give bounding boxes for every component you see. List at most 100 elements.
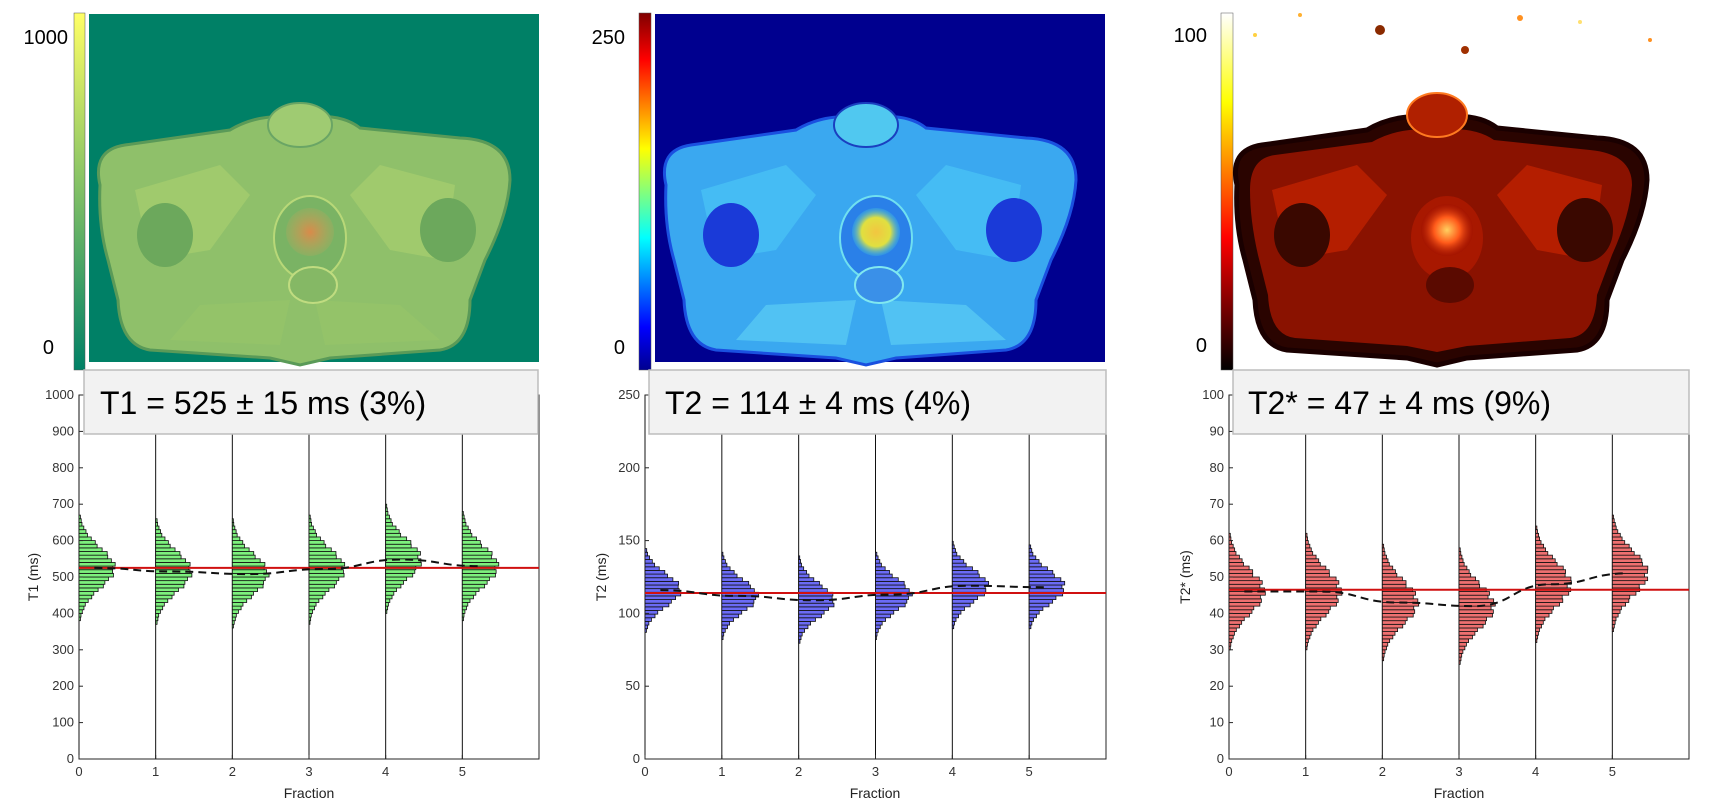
t2-hist-bar: [1028, 555, 1037, 560]
t2-colorbar: [638, 12, 652, 371]
t2-hist-bar: [875, 588, 910, 593]
t2star-hist-bar: [1611, 562, 1643, 567]
t1-hist-bar: [231, 525, 236, 531]
t2-hist-bar: [875, 613, 891, 619]
t2-hist-bar: [951, 595, 979, 600]
t1-hist-bar: [231, 551, 255, 556]
t2-hist-bar: [798, 580, 820, 586]
t1-hist-bar: [155, 576, 188, 582]
t1-xlabel: Fraction: [284, 785, 335, 801]
t1-hist-bar: [308, 551, 337, 556]
t1-hist-bar: [231, 605, 242, 611]
t2star-hist-bar: [1228, 616, 1245, 622]
t2-hist-bar: [644, 584, 679, 590]
t1-hist-bar: [231, 540, 244, 545]
t2-hist-bar: [721, 559, 726, 564]
t1-hist-bar: [78, 602, 86, 607]
t1-hist-bar: [385, 547, 418, 552]
t2star-hist-bar: [1535, 594, 1563, 600]
t1-hist-bar: [385, 532, 402, 538]
t2star-hist-bar: [1535, 605, 1554, 611]
t2star-hist-bar: [1458, 569, 1470, 574]
t2-summary-box: [648, 369, 1107, 435]
t2-hist-bar: [951, 566, 973, 571]
t1-hist-bar: [78, 547, 103, 552]
t1-hist-bar: [78, 572, 114, 578]
t1-hist-bar: [155, 543, 171, 549]
t2star-x-ticks: 0 1 2 3 4 5: [1225, 755, 1616, 779]
t2-hist-bar: [875, 628, 879, 633]
t2star-hist-bar: [1381, 565, 1394, 571]
t1-hist-bar: [155, 602, 165, 607]
t1-hist-bar: [231, 609, 239, 614]
t2-hist-bar: [875, 562, 882, 568]
t1-hist-bar: [461, 576, 490, 582]
t2star-ytick-label: 30: [1210, 642, 1224, 657]
t2-hist-bar: [644, 617, 652, 622]
t1-x-ticks: 0 1 2 3 4 5: [75, 755, 466, 779]
t2-hist-bar: [644, 606, 664, 611]
t2-hist-bar: [951, 606, 965, 611]
t2star-hist-bar: [1458, 656, 1462, 662]
t2star-hist-bar: [1228, 634, 1234, 640]
t2star-hist-bar: [1458, 642, 1467, 647]
t2-hist-bar: [951, 602, 971, 608]
t2-xlabel: Fraction: [850, 785, 901, 801]
t2-hist-bar: [644, 559, 653, 564]
t2-hist-bar: [1028, 595, 1057, 600]
t2star-colorbar-max: 100: [1174, 25, 1207, 47]
t2-hist-bar: [721, 624, 728, 630]
t2-hist-bar: [721, 588, 755, 593]
t1-hist-bar: [385, 605, 389, 611]
t1-xtick-label: 4: [382, 764, 389, 779]
t2star-hist-bar: [1611, 547, 1632, 552]
t1-hist-bar: [385, 514, 390, 520]
t1-hist-bar: [461, 616, 464, 622]
t2-hist-bar: [721, 610, 743, 615]
t2star-hist-bar: [1305, 532, 1308, 538]
t2star-hist-bar: [1305, 634, 1311, 640]
t1-hist-bar: [461, 569, 497, 574]
t2star-fraction-5-histogram: [1611, 395, 1649, 759]
t2star-hist-bar: [1535, 609, 1553, 614]
t2-hist-bar: [721, 573, 738, 579]
t2-summary: T2 = 114 ± 4 ms (4%): [665, 385, 971, 421]
t2-hist-bar: [875, 599, 908, 604]
t2-hist-bar: [1028, 588, 1064, 593]
t1-hist-bar: [78, 613, 82, 618]
t2star-ytick-label: 100: [1202, 387, 1224, 402]
t1-hist-bar: [155, 547, 176, 552]
t2-hist-bar: [875, 555, 879, 560]
t2-hist-bar: [644, 573, 668, 579]
t1-hist-bar: [78, 562, 116, 567]
t1-hist-bar: [385, 551, 421, 556]
t2-hist-bar: [875, 551, 878, 557]
t2star-hist-bar: [1228, 547, 1236, 552]
t1-hist-bar: [308, 514, 311, 520]
t2star-hist-bar: [1611, 594, 1631, 600]
t2star-hist-bar: [1535, 623, 1542, 629]
t2star-hist-bar: [1611, 576, 1649, 582]
t2star-hist-bar: [1535, 558, 1556, 563]
t2-xtick-label: 3: [872, 764, 879, 779]
t2star-hist-bar: [1535, 634, 1539, 640]
t1-hist-bar: [461, 529, 471, 534]
t2-x-ticks: 0 1 2 3 4 5: [641, 755, 1033, 779]
t1-hist-bar: [231, 587, 258, 592]
t2star-hist-bar: [1381, 656, 1385, 662]
t2-hist-bar: [1028, 559, 1040, 564]
t2star-hist-bar: [1228, 580, 1263, 585]
t1-fraction-2-histogram: [231, 395, 270, 759]
t2star-hist-bar: [1305, 536, 1308, 542]
t2star-hist-bar: [1305, 540, 1309, 545]
t2star-trend: [1229, 572, 1689, 608]
t1-summary: T1 = 525 ± 15 ms (3%): [100, 385, 426, 421]
t1-hist-bar: [385, 591, 395, 596]
t2-hist-bar: [875, 595, 909, 600]
t1-colorbar: [73, 12, 86, 371]
t2star-hist-bar: [1228, 609, 1253, 614]
t2-hist-bar: [1028, 548, 1033, 553]
t1-hist-bar: [385, 543, 412, 549]
t1-hist-bar: [78, 514, 81, 520]
t2star-hist-bar: [1305, 645, 1308, 651]
